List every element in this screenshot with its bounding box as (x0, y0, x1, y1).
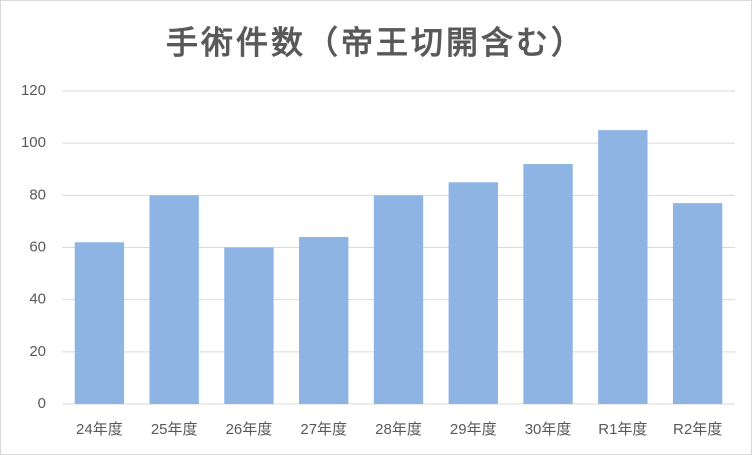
bar (523, 164, 573, 404)
x-tick-label: R2年度 (673, 421, 722, 438)
y-tick-label: 120 (21, 82, 46, 99)
bar (598, 130, 648, 404)
x-tick-label: 28年度 (375, 421, 422, 438)
chart-title: 手術件数（帝王切開含む） (166, 24, 586, 60)
x-tick-label: 27年度 (300, 421, 347, 438)
x-tick-label: 24年度 (76, 421, 123, 438)
bar (224, 247, 274, 404)
y-tick-label: 80 (29, 186, 46, 203)
bar (373, 195, 424, 404)
bar (448, 182, 498, 404)
y-tick-label: 100 (21, 134, 46, 151)
bar (299, 237, 349, 404)
bar (74, 242, 125, 404)
y-tick-label: 60 (29, 238, 46, 255)
x-tick-label: 30年度 (525, 421, 572, 438)
y-tick-label: 20 (29, 343, 46, 360)
bar (672, 203, 723, 404)
y-tick-label: 40 (29, 291, 46, 308)
y-tick-label: 0 (38, 395, 46, 412)
x-tick-label: 25年度 (151, 421, 198, 438)
x-tick-label: R1年度 (598, 421, 647, 438)
x-tick-label: 26年度 (226, 421, 273, 438)
x-tick-label: 29年度 (450, 421, 497, 438)
bar (149, 195, 199, 404)
